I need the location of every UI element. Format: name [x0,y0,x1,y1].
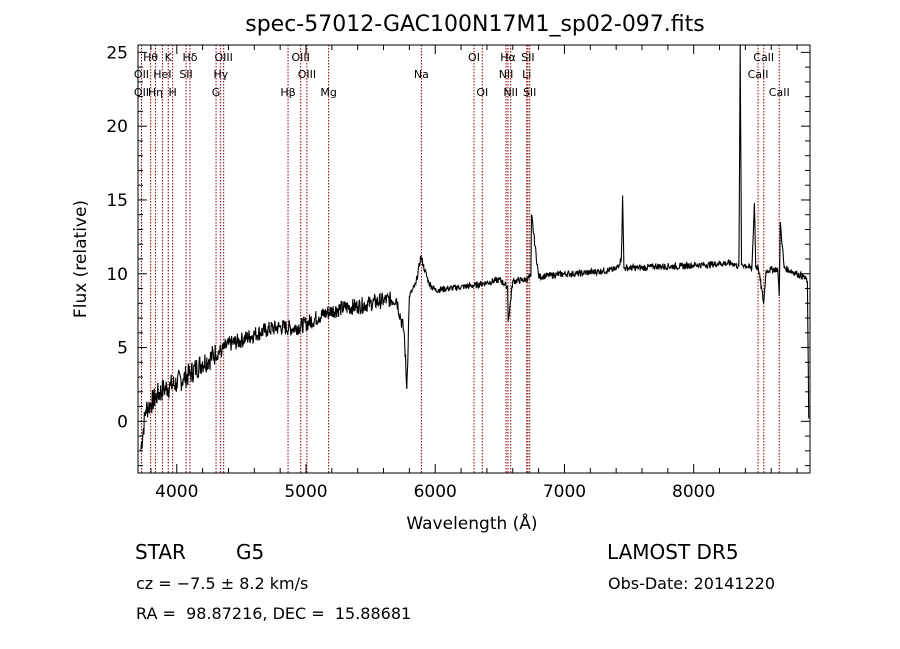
y-tick-label: 10 [106,265,128,285]
line-label: G [212,86,221,99]
line-label: K [165,51,173,64]
line-label: H [168,86,176,99]
line-label: OIII [298,68,316,81]
line-label: SII [179,68,192,81]
y-tick-label: 5 [117,339,128,359]
y-axis-label: Flux (relative) [71,200,91,318]
line-label: HeI [153,68,171,81]
line-label: OI [468,51,480,64]
line-label: Hβ [280,86,295,99]
x-tick-label: 7000 [543,482,586,502]
y-tick-label: 15 [106,191,128,211]
y-tick-label: 20 [106,117,128,137]
coordinates: RA = 98.87216, DEC = 15.88681 [136,604,412,623]
line-label: CaII [769,86,790,99]
line-label: Hα [500,51,516,64]
line-label: NII [503,86,518,99]
line-label: CaII [753,51,774,64]
line-label: Hθ [143,51,158,64]
line-label: Na [414,68,429,81]
line-label: OI [476,86,488,99]
line-label: NII [499,68,514,81]
line-label: Mg [320,86,336,99]
y-tick-label: 0 [117,412,128,432]
redshift-readout: cz = −7.5 ± 8.2 km/s [136,574,309,593]
emission-line-markers [140,45,780,473]
line-label: CaII [748,68,769,81]
x-tick-label: 6000 [414,482,457,502]
line-label: Li [522,68,531,81]
line-label: Hγ [213,68,228,81]
x-tick-label: 4000 [155,482,198,502]
obs-date: Obs-Date: 20141220 [608,574,776,593]
x-tick-label: 5000 [284,482,327,502]
subclass-label: G5 [236,540,265,564]
x-axis-label: Wavelength (Å) [406,512,537,534]
line-label: Hδ [182,51,197,64]
y-tick-label: 25 [106,43,128,63]
x-tick-label: 8000 [672,482,715,502]
line-label: OIII [214,51,232,64]
line-label: Hη [148,86,163,99]
spectrum-line [140,44,810,451]
survey-label: LAMOST DR5 [607,540,739,564]
chart-title: spec-57012-GAC100N17M1_sp02-097.fits [245,12,705,37]
line-label: SII [521,51,534,64]
line-label: OIII [292,51,310,64]
line-label: OII [134,68,149,81]
class-label: STAR [135,540,186,564]
line-label: SII [523,86,536,99]
axis-ticks: 4000 5000 6000 7000 8000 0 5 10 15 20 25 [106,43,810,502]
